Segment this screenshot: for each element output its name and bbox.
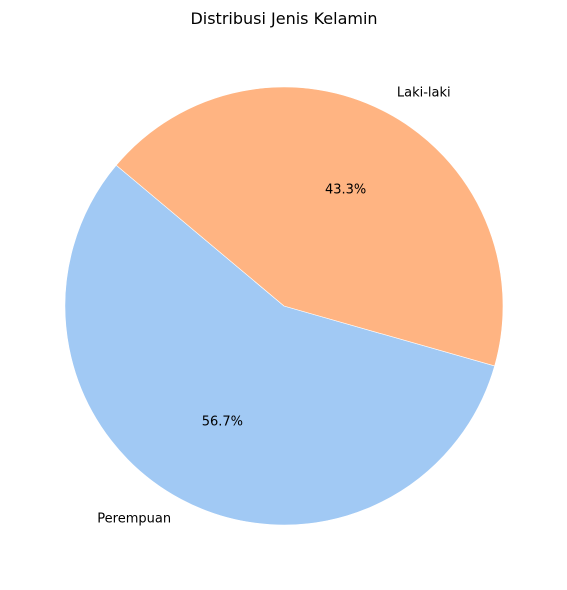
- pie-slices: [65, 87, 503, 525]
- chart-title: Distribusi Jenis Kelamin: [190, 9, 377, 28]
- slice-percent-label: 56.7%: [202, 415, 243, 430]
- slice-label: Perempuan: [97, 511, 171, 526]
- slice-percent-label: 43.3%: [325, 182, 366, 197]
- slice-label: Laki-laki: [397, 86, 451, 101]
